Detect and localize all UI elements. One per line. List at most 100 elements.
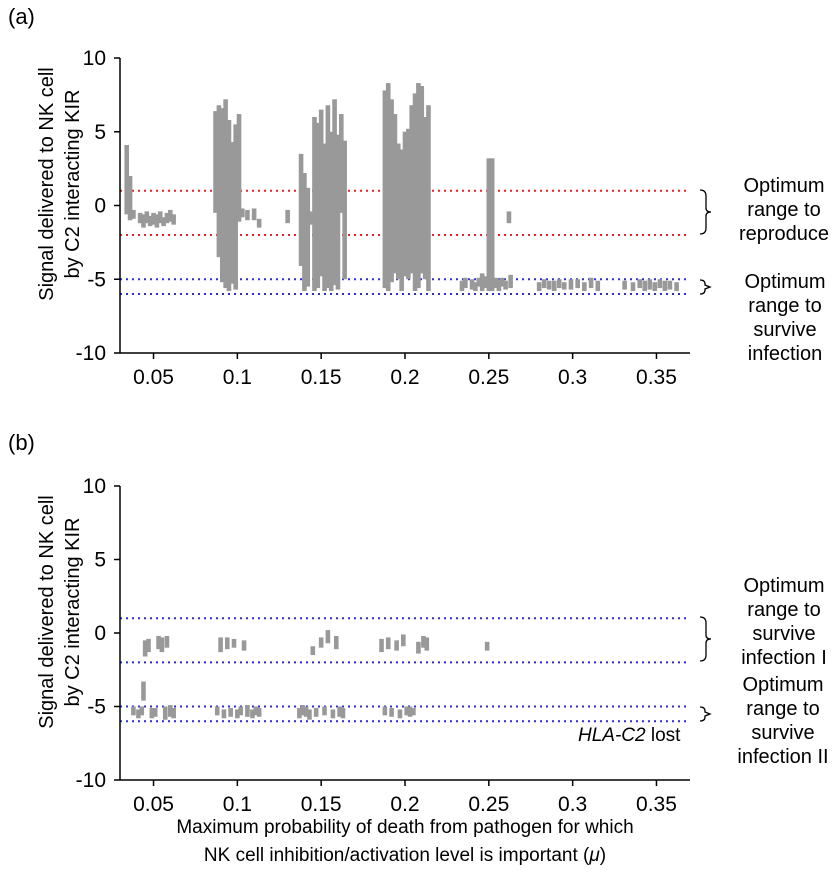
panel-a-range-bar [230, 142, 235, 284]
panel-a-range-bar [131, 209, 136, 219]
panel-a-range-bar [332, 99, 337, 286]
panel-a-range-bar [223, 99, 228, 289]
panel-a-range-bar [256, 218, 262, 228]
panel-a-range-bar [302, 173, 307, 292]
panel-b-x-tick-label: 0.25 [468, 793, 509, 816]
panel-a-range-bar [406, 128, 411, 280]
panel-a-range-bar [409, 105, 415, 274]
x-axis-title: Maximum probability of death from pathog… [60, 814, 750, 870]
panel-b-range-bar [404, 706, 409, 716]
panel-a-range-bar [486, 158, 492, 292]
panel-b-range-bar [307, 709, 312, 720]
panel-b-x-tick-label: 0.1 [223, 793, 252, 816]
panel-a-y-tick-label: 10 [83, 47, 106, 70]
panel-a-range-bar [496, 279, 502, 292]
panel-a-range-bar [251, 208, 257, 221]
panel-a-range-bar [489, 158, 495, 292]
panel-a-x-tick-label: 0.25 [468, 366, 509, 389]
panel-a-range-bar [124, 145, 130, 215]
panel-b-range-bar [214, 706, 220, 716]
panel-a-range-bar [335, 134, 341, 290]
panel-a-range-bar [473, 282, 478, 292]
panel-a-range-bar [127, 176, 133, 221]
panel-a-range-bar [382, 90, 388, 289]
panel-a-range-bar [416, 83, 421, 289]
panel-b-range-upper-line: Optimum [743, 575, 825, 597]
panel-a-range-bar [312, 117, 317, 292]
panel-a-range-bar [426, 105, 431, 292]
panel-b-range-bar [397, 709, 403, 719]
panel-a-range-bar [637, 279, 643, 289]
panel-a-range-bar [338, 114, 344, 213]
panel-a-range-bar [422, 117, 428, 280]
panel-b-range-bar [389, 707, 394, 717]
panel-b-lower-range-bracket [699, 706, 712, 722]
panel-a-range-bar [322, 143, 327, 292]
panel-b-range-bar [142, 640, 148, 657]
panel-a-range-lower-label: Optimum range to survive infection [732, 270, 838, 366]
x-axis-title-line2-post: ) [599, 845, 607, 866]
panel-b-range-upper-line: survive [752, 623, 816, 645]
panel-b-annotation-rest: lost [645, 725, 681, 746]
panel-a-range-bar [479, 273, 485, 292]
panel-a-range-bar [551, 280, 557, 292]
panel-a-range-bar [245, 209, 250, 221]
panel-b-y-tick-label: 0 [94, 622, 106, 645]
panel-a-range-bar [546, 280, 552, 290]
panel-a-range-bar [305, 187, 311, 287]
panel-b-range-bar [385, 637, 391, 650]
panel-a-upper-range-bracket [699, 189, 712, 235]
panel-b-x-tick-label: 0.35 [636, 793, 677, 816]
panel-b-range-bar [231, 638, 237, 648]
panel-a-range-bar [469, 279, 475, 290]
panel-a-range-bar [213, 111, 218, 213]
x-axis-title-line1: Maximum probability of death from pathog… [176, 817, 634, 838]
panel-a-range-bar [392, 114, 398, 274]
panel-a-range-bar [463, 277, 468, 289]
panel-b-y-tick-label: 10 [83, 475, 106, 498]
panel-b-x-tick-label: 0.05 [133, 793, 174, 816]
panel-a-range-bar [157, 211, 163, 224]
panel-a-range-bar [541, 279, 547, 289]
panel-a-x-tick-label: 0.2 [390, 366, 419, 389]
panel-a-range-bar [240, 208, 245, 218]
x-axis-title-line2: NK cell inhibition/activation level is i… [60, 842, 750, 870]
panel-a-range-lower-line: Optimum [744, 271, 826, 293]
panel-b-range-bar [325, 630, 331, 644]
panel-b-range-bar [330, 709, 336, 719]
panel-a-range-bar [662, 280, 668, 292]
panel-a-range-bar [582, 282, 587, 292]
panel-a-range-lower-line: infection [747, 343, 823, 365]
panel-b-range-bar [164, 635, 170, 648]
panel-b-range-bar [401, 634, 406, 647]
panel-a-range-upper-label: Optimum range to reproduce [724, 174, 840, 246]
panel-a-range-bar [667, 280, 673, 290]
panel-b-range-bar [411, 707, 416, 716]
x-axis-title-mu: μ [589, 845, 600, 866]
panel-a-range-bar [595, 280, 601, 292]
panel-a-y-tick-label: -10 [76, 342, 106, 365]
panel-b-range-bar [337, 706, 342, 717]
panel-a-y-tick-label: -5 [87, 268, 106, 291]
panel-a-label: (a) [8, 4, 35, 29]
panel-a-range-bar [171, 214, 176, 225]
panel-a-x-tick-label: 0.3 [558, 366, 587, 389]
panel-a-range-bar [561, 282, 567, 290]
panel-b-range-bar [416, 641, 421, 654]
panel-a-range-bar [236, 114, 242, 222]
panel-a-range-bar [499, 277, 505, 287]
panel-a-range-bar [493, 277, 498, 289]
panel-a-range-bar [154, 214, 160, 228]
panel-b-range-lower-line: infection II [737, 746, 829, 768]
panel-b-range-lower-line: survive [751, 722, 815, 744]
panel-a-range-bar [647, 279, 653, 290]
panel-b-range-bar [146, 638, 151, 653]
panel-a-range-bar [151, 212, 156, 225]
panel-b-range-bar [218, 637, 223, 653]
panel-b-range-bar [379, 638, 384, 653]
panel-b-y-tick-label: 5 [94, 549, 106, 572]
panel-b-range-bar [159, 637, 165, 653]
panel-b-upper-range-bracket [699, 616, 712, 662]
panel-a-range-bar [144, 211, 150, 224]
panel-b-range-upper-label: Optimum range to survive infection I [728, 574, 840, 670]
